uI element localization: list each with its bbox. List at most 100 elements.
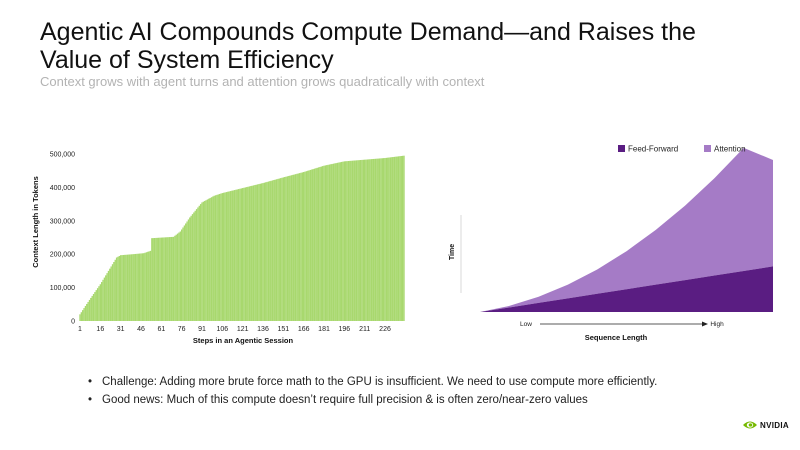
bar	[365, 159, 367, 321]
bar	[397, 156, 400, 321]
x-tick-label: 121	[237, 326, 249, 333]
bar	[389, 157, 392, 321]
bar	[258, 184, 260, 321]
bar	[378, 158, 381, 321]
bar	[384, 158, 386, 321]
x-tick-label: 196	[339, 326, 351, 333]
bar	[82, 310, 84, 321]
bar	[380, 158, 382, 321]
bar	[381, 158, 383, 321]
attention-area	[480, 147, 773, 312]
y-tick-label: 400,000	[50, 185, 75, 192]
bar	[208, 198, 210, 321]
bar	[217, 194, 219, 321]
bar	[190, 215, 192, 321]
bar	[193, 212, 195, 321]
bar	[130, 254, 133, 321]
bar	[106, 273, 108, 321]
y-axis-label: Time	[449, 244, 456, 260]
bar	[227, 191, 229, 321]
bar	[88, 299, 91, 321]
bar	[170, 236, 172, 321]
x-tick-label: 61	[157, 326, 165, 333]
bar	[109, 268, 111, 321]
bar	[212, 196, 214, 321]
bar	[323, 165, 325, 321]
bar	[107, 270, 110, 321]
bar	[128, 254, 130, 321]
bar	[195, 209, 198, 321]
bar	[162, 237, 164, 321]
bar	[199, 204, 202, 321]
bar	[274, 179, 276, 321]
bar	[214, 195, 217, 321]
bar	[312, 169, 314, 321]
bar	[300, 172, 302, 321]
bar	[240, 188, 242, 321]
bar	[156, 237, 158, 321]
bar	[339, 162, 341, 321]
bar	[225, 192, 228, 321]
bar	[284, 177, 286, 321]
bar	[309, 169, 312, 321]
x-tick-label: 76	[178, 326, 186, 333]
bar	[336, 162, 339, 321]
x-tick-label: 136	[257, 326, 269, 333]
x-tick-label: 106	[216, 326, 228, 333]
bar	[126, 254, 129, 321]
bar	[175, 234, 177, 321]
bar	[254, 185, 256, 321]
bar	[235, 189, 237, 321]
bar	[160, 237, 163, 321]
bar	[321, 166, 324, 321]
bar	[342, 161, 344, 321]
bar	[278, 178, 280, 321]
bar	[242, 188, 244, 321]
bar	[317, 167, 320, 321]
bar	[129, 254, 131, 321]
y-tick-label: 300,000	[50, 218, 75, 225]
bar	[255, 184, 257, 321]
bar	[243, 187, 245, 321]
bar	[307, 170, 309, 321]
legend-label: Attention	[714, 145, 746, 154]
bar	[401, 155, 404, 321]
bar	[163, 237, 165, 321]
bar	[260, 183, 263, 321]
bar	[372, 159, 374, 321]
bar	[176, 233, 179, 321]
page-title: Agentic AI Compounds Compute Demand—and …	[40, 18, 696, 74]
bar	[358, 160, 360, 321]
bar	[180, 229, 183, 321]
bullet-good-news: Good news: Much of this compute doesn’t …	[88, 394, 657, 406]
bar	[275, 179, 278, 321]
bar	[86, 303, 88, 321]
bar	[183, 225, 186, 321]
bar	[202, 201, 205, 321]
bar	[206, 199, 209, 321]
bar	[210, 197, 213, 321]
bar	[119, 255, 122, 321]
bar	[168, 237, 171, 321]
sequence-length-area-chart: Feed-Forward Attention Time Low High Sequ…	[449, 145, 773, 342]
bar	[294, 174, 297, 321]
bar	[355, 160, 358, 321]
bar	[313, 168, 316, 321]
x-tick-label: 226	[379, 326, 391, 333]
bar	[136, 253, 138, 321]
legend-swatch	[618, 145, 625, 152]
bar	[368, 159, 370, 321]
bar	[147, 251, 149, 321]
bar	[205, 200, 207, 321]
x-tick-label: 16	[96, 326, 104, 333]
x-tick-label: 46	[137, 326, 145, 333]
bar	[392, 157, 394, 321]
bar	[209, 197, 211, 321]
bar	[279, 178, 282, 321]
bar	[315, 168, 317, 321]
bar	[144, 252, 146, 321]
bar	[237, 189, 240, 321]
bar	[296, 173, 298, 321]
bar	[335, 163, 337, 321]
bar	[187, 219, 190, 321]
